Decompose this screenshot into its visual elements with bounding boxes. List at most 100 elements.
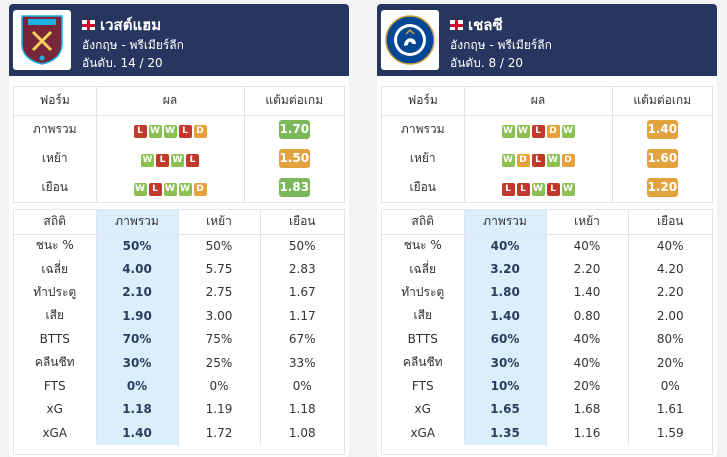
stat-overall: 1.80 (463, 280, 546, 305)
stat-overall: 50% (95, 234, 178, 258)
result-badge[interactable]: W (148, 124, 162, 138)
stats-header-overall[interactable]: ภาพรวม (463, 210, 546, 235)
ppg-badge: 1.70 (278, 120, 310, 140)
result-badge[interactable]: L (178, 124, 192, 138)
result-badge[interactable]: L (148, 182, 162, 196)
result-badge[interactable]: W (546, 153, 560, 167)
stat-home: 2.20 (545, 257, 628, 281)
result-badge[interactable]: D (516, 153, 530, 167)
team-card-west-ham: เวสต์แฮม อังกฤษ - พรีเมียร์ลีก อันดับ. 1… (9, 4, 349, 457)
form-header-result: ผล (463, 87, 612, 116)
stats-row: คลีนชีท 30% 40% 20% (382, 350, 712, 375)
stat-home: 40% (545, 234, 628, 258)
form-header-ppg: แต้มต่อเกม (611, 87, 712, 116)
stats-header-stat: สถิติ (14, 210, 96, 235)
result-badge[interactable]: L (546, 182, 560, 196)
stats-table: สถิติ ภาพรวม เหย้า เยือน ชนะ % 50% 50% 50% เ… (13, 209, 345, 455)
stats-row: เสีย 1.40 0.80 2.00 (382, 304, 712, 328)
stat-home: 3.00 (177, 304, 260, 328)
stat-overall: 30% (95, 350, 178, 375)
stat-away: 2.20 (627, 280, 712, 305)
team-header: เวสต์แฮม อังกฤษ - พรีเมียร์ลีก อันดับ. 1… (9, 4, 349, 76)
stat-away: 67% (259, 327, 344, 351)
result-badge[interactable]: W (501, 124, 515, 138)
league-rank: อันดับ. 14 / 20 (82, 56, 163, 70)
stat-away: 1.08 (259, 421, 344, 445)
stat-overall: 1.90 (95, 304, 178, 328)
form-header-result: ผล (95, 87, 244, 116)
stat-home: 25% (177, 350, 260, 375)
team-name[interactable]: เวสต์แฮม (100, 16, 162, 34)
stat-home: 50% (177, 234, 260, 258)
stats-header-home[interactable]: เหย้า (545, 210, 628, 235)
league-name[interactable]: อังกฤษ - พรีเมียร์ลีก (82, 38, 184, 52)
league-rank: อันดับ. 8 / 20 (450, 56, 524, 70)
stat-overall: 1.65 (463, 397, 546, 422)
result-badge[interactable]: W (133, 182, 147, 196)
form-header-ppg: แต้มต่อเกม (243, 87, 344, 116)
result-badge[interactable]: L (531, 124, 545, 138)
team-name[interactable]: เชลซี (468, 16, 503, 34)
stat-label: FTS (43, 379, 66, 394)
stat-overall: 10% (463, 374, 546, 398)
league-name[interactable]: อังกฤษ - พรีเมียร์ลีก (450, 38, 552, 52)
stat-away: 1.61 (627, 397, 712, 422)
stat-overall: 40% (463, 234, 546, 258)
stat-away: 2.83 (259, 257, 344, 281)
result-badge[interactable]: L (501, 182, 515, 196)
stat-overall: 2.10 (95, 280, 178, 305)
result-badge[interactable]: W (163, 182, 177, 196)
ppg-badge: 1.40 (646, 120, 678, 140)
stat-label: xGA (42, 425, 68, 440)
result-badge[interactable]: L (531, 153, 545, 167)
stat-home: 5.75 (177, 257, 260, 281)
result-badge[interactable]: W (531, 182, 545, 196)
result-badge[interactable]: W (163, 124, 177, 138)
stat-overall: 1.40 (463, 304, 546, 328)
result-badge[interactable]: D (546, 124, 560, 138)
stat-overall: 70% (95, 327, 178, 351)
form-row-label: ภาพรวม (32, 122, 77, 137)
result-badge[interactable]: D (193, 182, 207, 196)
stats-header-away[interactable]: เยือน (627, 210, 712, 235)
result-badge[interactable]: W (516, 124, 530, 138)
result-badge[interactable]: W (178, 182, 192, 196)
stat-home: 1.40 (545, 280, 628, 305)
result-badge[interactable]: W (141, 153, 154, 167)
result-badge[interactable]: W (561, 182, 575, 196)
stats-row: xGA 1.35 1.16 1.59 (382, 421, 712, 445)
result-badge[interactable]: W (561, 124, 575, 138)
result-badge[interactable]: D (561, 153, 575, 167)
stats-header-overall[interactable]: ภาพรวม (95, 210, 178, 235)
stats-header-home[interactable]: เหย้า (177, 210, 260, 235)
result-badge[interactable]: D (193, 124, 207, 138)
stat-label: xGA (410, 425, 436, 440)
stats-row: FTS 10% 20% 0% (382, 374, 712, 398)
team-title: เชลซี (450, 13, 503, 37)
result-badge[interactable]: W (171, 153, 184, 167)
stats-row: เฉลี่ย 4.00 5.75 2.83 (14, 257, 344, 281)
stats-row: คลีนชีท 30% 25% 33% (14, 350, 344, 375)
stats-row: เฉลี่ย 3.20 2.20 4.20 (382, 257, 712, 281)
stats-header-away[interactable]: เยือน (259, 210, 344, 235)
result-badge[interactable]: L (133, 124, 147, 138)
stat-overall: 4.00 (95, 257, 178, 281)
result-badge[interactable]: W (501, 153, 515, 167)
chelsea-crest-icon[interactable] (381, 10, 439, 70)
stat-home: 0% (177, 374, 260, 398)
stat-label: คลีนชีท (34, 355, 75, 370)
result-badge[interactable]: L (156, 153, 169, 167)
result-badge[interactable]: L (516, 182, 530, 196)
result-badge[interactable]: L (186, 153, 199, 167)
west-ham-crest-icon[interactable] (13, 10, 71, 70)
stats-row: ทำประตู 2.10 2.75 1.67 (14, 280, 344, 305)
stat-away: 2.00 (627, 304, 712, 328)
form-header-form: ฟอร์ม (14, 87, 96, 116)
stat-away: 40% (627, 234, 712, 258)
